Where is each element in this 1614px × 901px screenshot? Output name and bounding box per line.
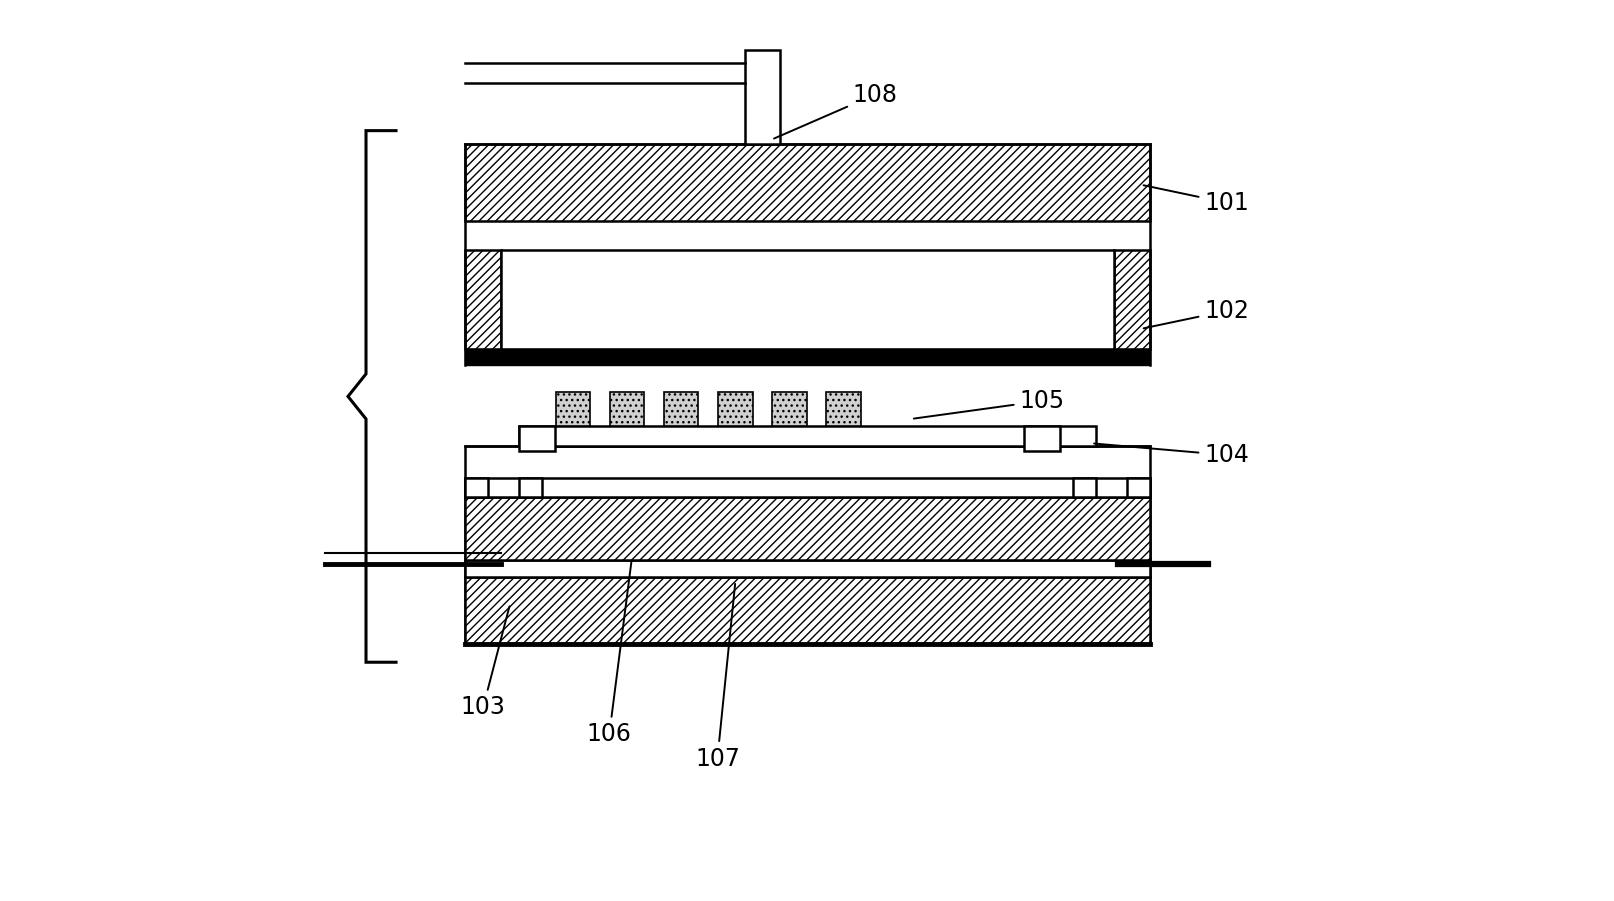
Text: 106: 106 (586, 561, 631, 746)
Text: 108: 108 (773, 83, 897, 139)
Bar (465, 478, 1149, 497)
Bar (771, 392, 805, 426)
Bar (465, 250, 500, 349)
Bar (718, 392, 752, 426)
Bar (518, 426, 555, 451)
Bar (518, 478, 541, 497)
Bar (1023, 426, 1059, 451)
Bar (465, 577, 1149, 644)
Bar (465, 478, 487, 497)
Bar (465, 144, 1149, 221)
Bar (826, 392, 860, 426)
Text: 101: 101 (1143, 186, 1248, 214)
Bar (500, 250, 1114, 349)
Text: 102: 102 (1143, 299, 1248, 328)
Bar (465, 497, 1149, 560)
Bar (465, 349, 1149, 365)
Text: 105: 105 (914, 389, 1064, 419)
Bar (465, 560, 1149, 577)
Bar (663, 392, 697, 426)
Bar (518, 426, 1096, 446)
Bar (1127, 478, 1149, 497)
Bar (746, 50, 780, 144)
Text: 103: 103 (460, 606, 508, 719)
Bar (465, 446, 1149, 644)
Bar (555, 392, 591, 426)
Bar (610, 392, 644, 426)
Bar (1114, 250, 1149, 349)
Text: 104: 104 (1093, 443, 1248, 467)
Text: 107: 107 (694, 584, 739, 770)
Bar (1073, 478, 1096, 497)
